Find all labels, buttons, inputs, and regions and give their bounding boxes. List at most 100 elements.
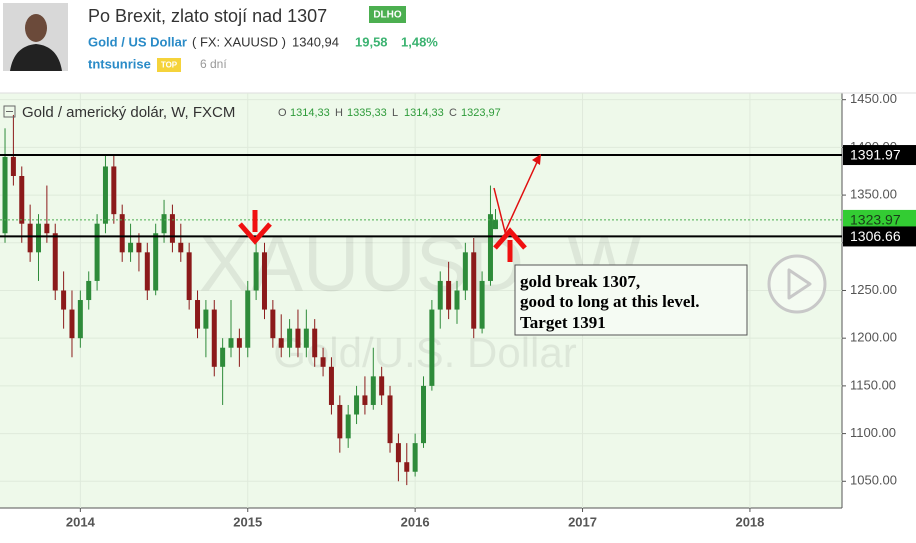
x-tick-label: 2014: [66, 514, 96, 529]
candle-body: [19, 176, 25, 224]
legend-title: Gold / americký dolár, W, FXCM: [22, 104, 235, 121]
grid: [0, 93, 842, 508]
candle-body: [178, 242, 184, 253]
avatar-suit: [10, 44, 62, 71]
ohlc-key: O: [278, 107, 287, 119]
candle-body: [203, 309, 209, 329]
idea-title: Po Brexit, zlato stojí nad 1307: [88, 6, 327, 26]
ohlc-value: 1323,97: [461, 107, 501, 119]
candle-body: [354, 395, 360, 415]
axes: 1050.001100.001150.001200.001250.001300.…: [66, 91, 916, 529]
y-tick-label: 1200.00: [850, 330, 897, 345]
candle-body: [220, 347, 226, 367]
badge: DLHO: [373, 10, 402, 21]
price-lines: [0, 154, 842, 238]
candle-body: [61, 290, 67, 310]
candle-body: [69, 309, 75, 339]
candle-body: [370, 376, 376, 405]
x-tick-label: 2018: [735, 514, 764, 529]
candle-body: [144, 252, 150, 291]
author-badge: TOP: [161, 61, 178, 70]
change: 19,58: [355, 34, 388, 49]
candle-body: [36, 223, 42, 253]
play-circle[interactable]: [767, 254, 827, 314]
ohlc-key: H: [335, 107, 343, 119]
candle-body: [195, 300, 201, 329]
candle-body: [278, 338, 284, 348]
candle-body: [446, 280, 452, 310]
play-button[interactable]: [767, 254, 827, 314]
candle-body: [270, 309, 276, 339]
ohlc-key: L: [392, 107, 398, 119]
candle-body: [492, 219, 498, 230]
candle-body: [479, 280, 485, 329]
candle-body: [211, 309, 217, 367]
annotation-line: Target 1391: [520, 313, 606, 332]
down-arrow-head: [238, 222, 272, 245]
ohlc-key: C: [449, 107, 457, 119]
candle-body: [454, 290, 460, 310]
ohlc-value: 1314,33: [290, 107, 330, 119]
x-tick-label: 2015: [233, 514, 262, 529]
candle-body: [2, 156, 8, 234]
candle-body: [186, 252, 192, 301]
candle-body: [303, 328, 309, 348]
header-bg: [0, 0, 916, 93]
candle-body: [128, 242, 134, 253]
candle-body: [111, 166, 117, 215]
author-link[interactable]: tntsunrise: [88, 56, 151, 71]
symbol-link[interactable]: Gold / US Dollar: [88, 34, 187, 49]
price: 1340,94: [292, 34, 339, 49]
price-label-bg: [843, 145, 916, 166]
candle-body: [77, 300, 83, 339]
candle-body: [328, 366, 334, 405]
candle-body: [379, 376, 385, 396]
candle-body: [487, 214, 493, 281]
annotation-line: gold break 1307,: [520, 272, 640, 291]
candle-body: [412, 443, 418, 472]
candles: [2, 114, 498, 486]
badge-bg: [369, 6, 406, 23]
y-tick-label: 1150.00: [850, 377, 896, 392]
candle-body: [153, 233, 159, 291]
annotation-box: [514, 264, 748, 336]
candle-body: [395, 443, 401, 463]
candle-body: [471, 252, 477, 329]
legend-toggle[interactable]: [3, 105, 16, 118]
avatar: [3, 3, 68, 71]
candle-body: [404, 462, 410, 472]
candle-body: [245, 290, 251, 348]
annotation-line: good to long at this level.: [520, 292, 699, 311]
watermark-name: Gold/U.S. Dollar: [273, 329, 576, 376]
candle-body: [169, 214, 175, 243]
play-triangle: [787, 268, 812, 300]
x-tick-label: 2017: [568, 514, 597, 529]
candle-body: [10, 156, 16, 176]
y-tick-label: 1250.00: [850, 282, 897, 297]
candle-body: [287, 328, 293, 348]
candle-body: [345, 414, 351, 439]
price-label-bg: [843, 209, 916, 230]
candle-body: [52, 233, 58, 291]
candle-body: [228, 338, 234, 348]
candle-body: [312, 328, 318, 358]
y-tick-label: 1450.00: [850, 91, 897, 106]
y-tick-label: 1100.00: [850, 425, 896, 440]
change-pct: 1,48%: [401, 34, 438, 49]
price-label: 1306.66: [850, 228, 901, 244]
candle-body: [261, 252, 267, 310]
candle-body: [253, 252, 259, 291]
ohlc-value: 1314,33: [404, 107, 444, 119]
candle-body: [362, 395, 368, 405]
candle-body: [295, 328, 301, 348]
candle-body: [94, 223, 100, 281]
candle-body: [136, 242, 142, 253]
ohlc-legend: O 1314,33 H 1335,33 L 1314,33 C 1323,97: [278, 107, 501, 119]
candle-body: [437, 280, 443, 310]
avatar-face: [25, 14, 47, 42]
drawings: gold break 1307, good to long at this le…: [238, 154, 748, 336]
candle-body: [119, 214, 125, 253]
trend-path: [493, 159, 539, 235]
